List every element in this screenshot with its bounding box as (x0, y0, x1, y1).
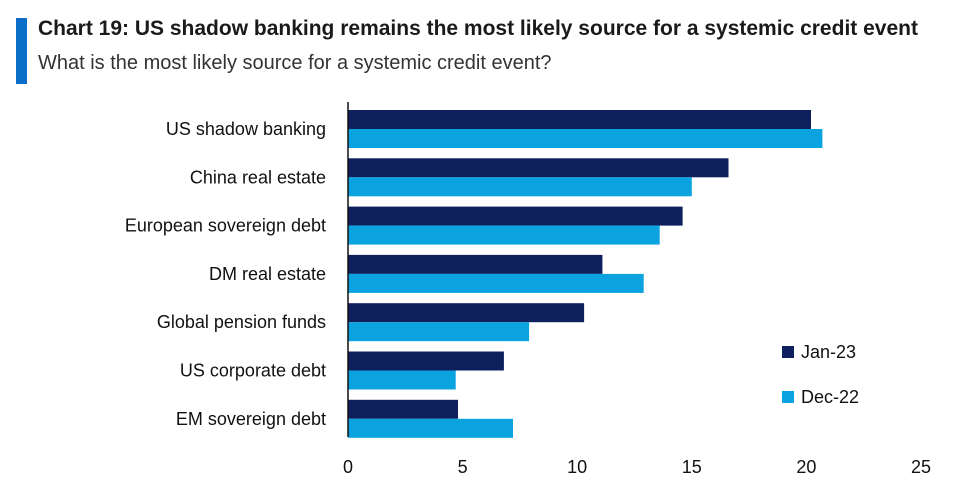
category-label: DM real estate (209, 264, 326, 284)
bar-series1 (348, 399, 458, 419)
legend-label: Dec-22 (801, 387, 859, 407)
bar-series1 (348, 254, 603, 274)
bar-series1 (348, 110, 811, 129)
bar-series1 (348, 351, 504, 371)
bar-series2 (348, 273, 644, 293)
category-label: US corporate debt (180, 361, 326, 381)
legend-swatch (782, 346, 794, 358)
bar-series2 (348, 129, 823, 148)
bar-series1 (348, 206, 683, 226)
category-label: EM sovereign debt (176, 409, 326, 429)
x-tick-label: 10 (567, 457, 587, 477)
category-label: European sovereign debt (125, 216, 326, 236)
chart-title: Chart 19: US shadow banking remains the … (38, 17, 918, 40)
bar-series2 (348, 322, 530, 342)
x-tick-label: 20 (796, 457, 816, 477)
bar-series1 (348, 158, 729, 178)
legend-label: Jan-23 (801, 342, 856, 362)
x-tick-label: 25 (911, 457, 931, 477)
title-accent-bar (16, 18, 27, 84)
chart-subtitle: What is the most likely source for a sys… (38, 52, 552, 74)
legend-swatch (782, 391, 794, 403)
category-label: China real estate (190, 167, 326, 187)
x-tick-label: 0 (343, 457, 353, 477)
category-label: US shadow banking (166, 119, 326, 139)
x-tick-label: 15 (682, 457, 702, 477)
x-tick-label: 5 (458, 457, 468, 477)
bar-series2 (348, 418, 513, 438)
bar-series1 (348, 303, 585, 323)
category-label: Global pension funds (157, 312, 326, 332)
bar-series2 (348, 177, 692, 197)
bar-series2 (348, 225, 660, 245)
bar-series2 (348, 370, 456, 390)
